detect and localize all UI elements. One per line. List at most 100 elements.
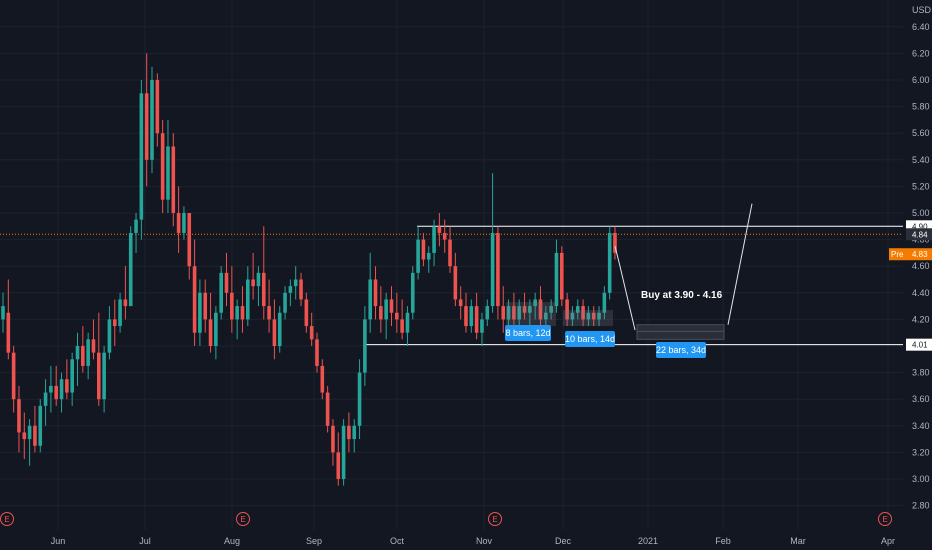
candle [400, 299, 404, 340]
candle-body [182, 213, 186, 233]
buy-zone-box [636, 324, 725, 340]
x-tick-label: Nov [476, 536, 493, 546]
earnings-icon[interactable]: E [488, 512, 502, 526]
annotations: Buy at 3.90 - 4.16 8 bars, 12d 10 bars, 14… [505, 203, 753, 358]
candle [304, 292, 309, 333]
x-tick-label: Mar [790, 536, 806, 546]
pre-badge-text: Pre [891, 250, 904, 259]
candle [357, 359, 362, 440]
candle-body [160, 133, 165, 200]
candle [214, 306, 218, 360]
candle [490, 173, 495, 313]
candle [267, 279, 271, 333]
candle-body [267, 306, 271, 320]
candle [283, 286, 287, 320]
candle [65, 359, 69, 400]
candle [224, 252, 229, 307]
y-tick-label: 6.20 [912, 48, 930, 58]
candle-body [496, 232, 500, 307]
currency-label: USD [912, 5, 932, 15]
y-tick-label: 4.60 [912, 261, 930, 271]
candle-body [405, 312, 410, 333]
candle [49, 365, 53, 413]
candle [496, 226, 500, 320]
candle-body [198, 292, 202, 333]
candle-body [347, 425, 351, 440]
candle [107, 306, 112, 360]
candle [597, 306, 601, 327]
candle [86, 332, 90, 380]
candle-body [22, 432, 27, 440]
candle-body [480, 319, 484, 333]
candle-body [230, 292, 234, 320]
y-tick-label: 5.40 [912, 155, 930, 165]
candle-body [304, 299, 309, 327]
projection-up [727, 203, 753, 325]
candle [501, 286, 506, 333]
candle-body [192, 266, 197, 333]
earnings-circle [236, 512, 250, 526]
candle [522, 292, 527, 320]
price-tag-text: 4.90 [912, 222, 928, 231]
candle [591, 306, 596, 327]
candle-body [538, 299, 543, 320]
candle-body [187, 213, 192, 267]
candle [277, 306, 282, 353]
candle [70, 352, 74, 406]
candle [102, 346, 106, 413]
candle [123, 266, 128, 320]
candle [341, 419, 346, 486]
candle-body [166, 146, 170, 200]
candle-body [512, 306, 516, 320]
candle-body [485, 306, 490, 320]
candle-body [150, 80, 154, 160]
candle-body [464, 306, 468, 327]
earnings-icon[interactable]: E [878, 512, 892, 526]
candle-body [395, 312, 399, 320]
price-tag-text: 4.01 [912, 341, 928, 350]
candle-body [155, 80, 160, 134]
candle-body [363, 319, 367, 373]
candle [198, 279, 202, 346]
candle [517, 299, 522, 327]
y-tick-label: 4.40 [912, 288, 930, 298]
candle-body [96, 352, 101, 400]
candle-body [517, 306, 522, 320]
candle-body [224, 272, 229, 293]
candle [544, 306, 548, 327]
grid-lines [0, 0, 903, 530]
earnings-circle [0, 512, 14, 526]
candle-body [331, 425, 335, 453]
candle-body [591, 312, 596, 320]
candle-body [575, 306, 580, 313]
candle [586, 306, 591, 327]
candle-body [251, 279, 255, 287]
candle [261, 226, 266, 320]
candle [11, 346, 16, 413]
price-axis[interactable]: 2.803.003.203.403.603.804.004.204.404.60… [889, 5, 932, 511]
candle [315, 332, 319, 373]
candle-body [453, 266, 458, 300]
candle [134, 213, 138, 253]
y-tick-label: 2.80 [912, 501, 930, 511]
earnings-icon[interactable]: E [0, 512, 14, 526]
pre-badge-bg [889, 248, 906, 261]
candle-body [528, 306, 532, 313]
projection-down [614, 246, 636, 331]
candle-body [277, 312, 282, 346]
candle [432, 219, 436, 267]
x-tick-label: Feb [715, 536, 731, 546]
candle [325, 385, 330, 433]
candle-body [448, 239, 452, 267]
candle-body [235, 306, 239, 320]
candle-body [299, 279, 303, 300]
candle-body [357, 372, 362, 426]
candle-body [421, 239, 426, 260]
candle [458, 286, 463, 320]
candle [192, 239, 197, 346]
earnings-icon[interactable]: E [236, 512, 250, 526]
time-axis[interactable]: Jun Jul Aug Sep Oct Nov Dec 2021 Feb Mar Apr [51, 536, 895, 546]
candle-body [65, 379, 69, 393]
candle-body [128, 232, 133, 307]
